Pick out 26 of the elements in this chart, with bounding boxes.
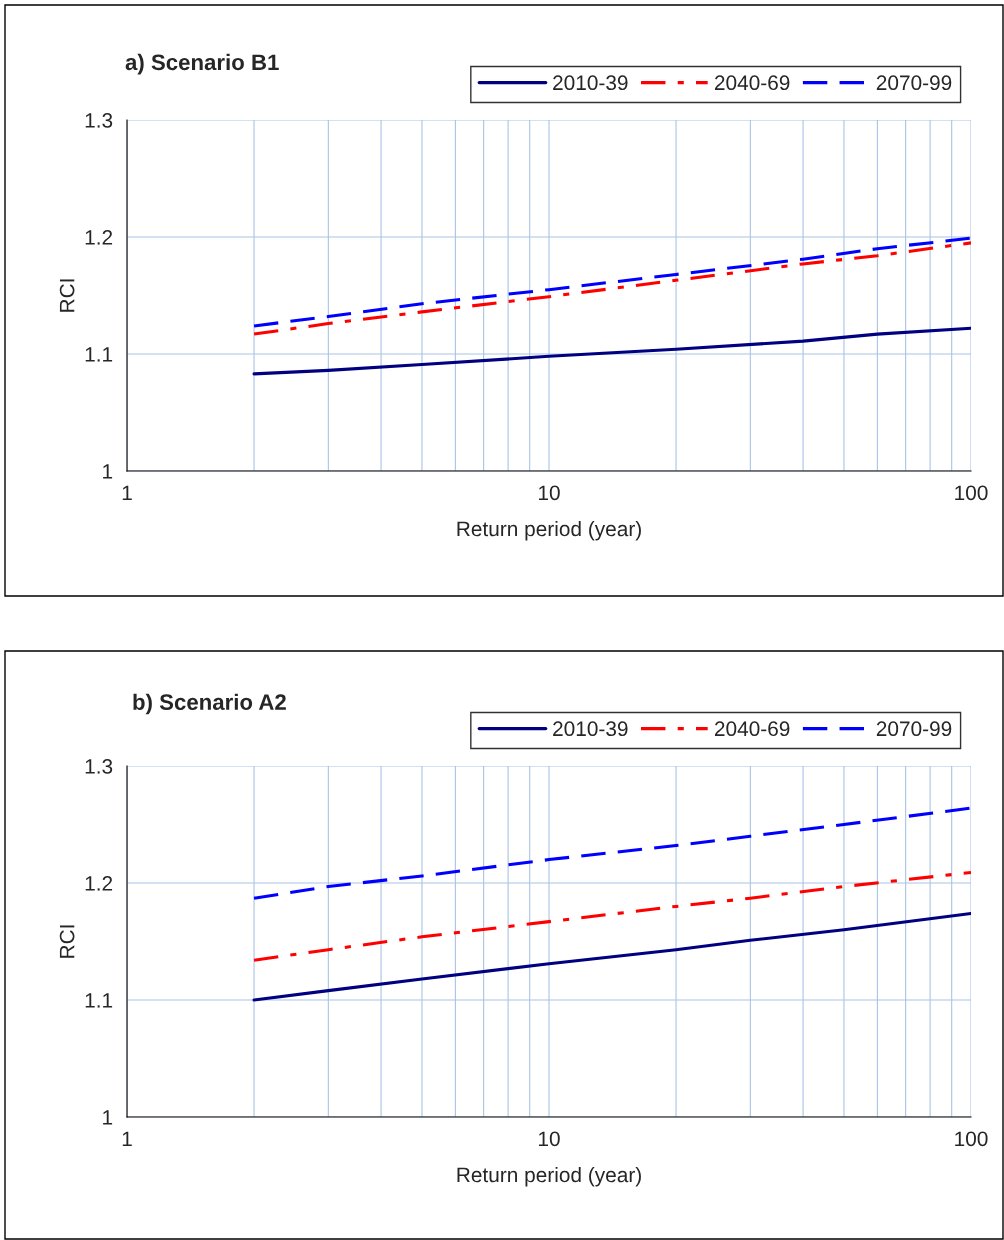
x-tick-label: 100 (955, 1131, 988, 1147)
x-axis-title: Return period (year) (457, 520, 641, 541)
x-tick-label: 100 (955, 485, 988, 501)
legend-label: 2040-69 (714, 75, 790, 91)
legend-label: 2010-39 (553, 75, 628, 91)
y-tick-label: 1 (103, 1110, 113, 1125)
legend-label: 2070-99 (876, 75, 952, 91)
x-tick-label: 10 (539, 1131, 560, 1147)
chart-title: b) Scenario A2 (133, 693, 286, 715)
y-tick-label: 1.3 (85, 113, 113, 128)
y-axis-title: RCI (59, 925, 75, 958)
y-tick-label: 1 (103, 464, 113, 479)
y-tick-label: 1.2 (85, 230, 113, 245)
legend-label: 2040-69 (714, 721, 790, 737)
chart-title: a) Scenario B1 (125, 53, 279, 75)
x-tick-label: 10 (539, 485, 560, 501)
y-tick-label: 1.1 (85, 347, 113, 362)
y-tick-label: 1.1 (85, 993, 113, 1008)
legend-label: 2070-99 (876, 721, 952, 737)
y-tick-label: 1.2 (85, 876, 113, 891)
y-axis-title: RCI (59, 279, 75, 312)
x-axis-title: Return period (year) (457, 1166, 641, 1187)
legend-label: 2010-39 (553, 721, 628, 737)
x-tick-label: 1 (122, 1131, 132, 1146)
x-tick-label: 1 (122, 485, 132, 500)
y-tick-label: 1.3 (85, 759, 113, 774)
